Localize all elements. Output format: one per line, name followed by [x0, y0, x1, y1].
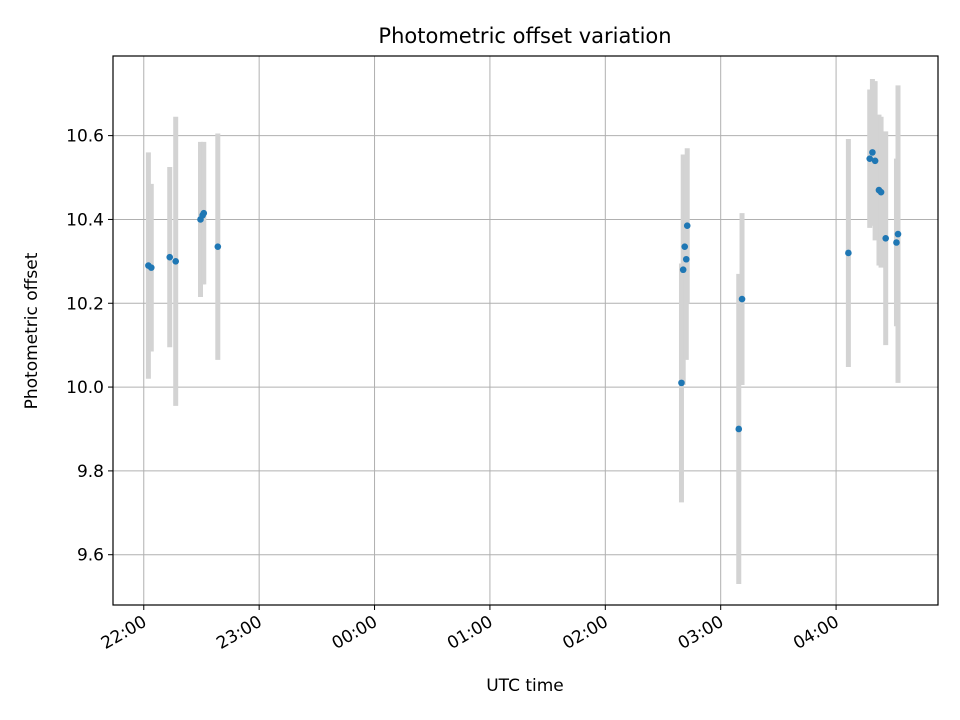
y-tick-label: 9.6: [77, 546, 104, 566]
data-point: [738, 295, 746, 303]
data-point: [214, 243, 222, 250]
y-tick-label: 10.6: [66, 127, 104, 147]
data-point: [893, 239, 900, 246]
y-tick-label: 10.4: [66, 210, 104, 230]
data-point: [679, 266, 687, 274]
data-point: [147, 264, 155, 271]
data-point: [681, 243, 689, 250]
data-point: [200, 209, 208, 217]
y-tick-label: 9.8: [77, 462, 104, 482]
point-layer: [145, 149, 902, 433]
data-point: [866, 155, 874, 162]
x-axis-label: UTC time: [486, 676, 564, 696]
data-point: [845, 249, 852, 257]
data-point: [735, 425, 743, 433]
data-point: [894, 230, 902, 238]
data-point: [166, 253, 174, 261]
y-tick-label: 10.2: [66, 294, 104, 314]
data-point: [871, 157, 879, 165]
data-point: [683, 222, 691, 230]
y-tick-label: 10.0: [66, 378, 104, 398]
grid-layer: [113, 56, 938, 605]
y-axis-label: Photometric offset: [22, 252, 42, 409]
plot-area-frame: [112, 55, 939, 606]
data-point: [682, 255, 690, 263]
data-point: [877, 188, 885, 196]
data-point: [678, 379, 685, 387]
data-point: [172, 258, 179, 265]
data-point: [882, 235, 889, 242]
data-point: [869, 149, 876, 156]
chart-title: Photometric offset variation: [378, 24, 671, 48]
